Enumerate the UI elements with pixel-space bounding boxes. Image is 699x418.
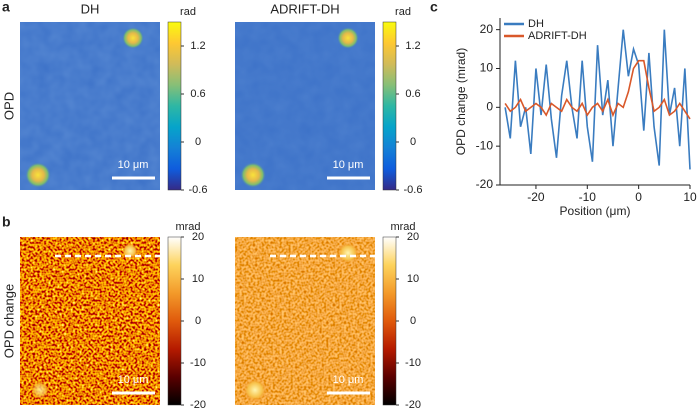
colorbar <box>167 236 182 406</box>
colorbar-tick-label: -20 <box>405 399 421 411</box>
row-label: OPD change <box>1 284 16 358</box>
colorbar-tick-label: -20 <box>190 399 206 411</box>
y-tick-label: 0 <box>486 99 493 113</box>
x-axis-label: Position (μm) <box>560 204 631 218</box>
row-label: OPD <box>1 92 16 120</box>
scale-bar-label: 10 μm <box>333 374 364 386</box>
colorbar <box>167 21 182 191</box>
scale-bar-label: 10 μm <box>118 374 149 386</box>
particle <box>31 381 49 399</box>
particle <box>240 162 266 188</box>
opd-change-image <box>20 237 160 405</box>
y-tick-label: -10 <box>476 138 494 152</box>
colorbar-tick-label: 0 <box>195 136 201 148</box>
colorbar-tick-label: 1.2 <box>190 40 205 52</box>
particle <box>243 378 267 402</box>
colorbar-tick-label: -0.6 <box>189 184 208 196</box>
colorbar-tick-label: 1.2 <box>405 40 420 52</box>
panel-a-images <box>20 22 375 190</box>
panel-label: a <box>2 0 10 15</box>
panel-label: b <box>2 214 11 230</box>
colorbar-tick-label: 0 <box>195 315 201 327</box>
particle <box>337 242 359 264</box>
y-tick-label: 10 <box>480 61 494 75</box>
x-tick-label: -10 <box>579 190 597 204</box>
panel-b-images <box>20 237 375 405</box>
scale-bar-label: 10 μm <box>118 159 149 171</box>
image-title: ADRIFT-DH <box>270 1 339 16</box>
colorbar-unit: mrad <box>175 221 200 233</box>
colorbar-tick-label: -0.6 <box>404 184 423 196</box>
colorbar-tick-label: 20 <box>407 231 419 243</box>
legend-label: ADRIFT-DH <box>528 30 587 42</box>
colorbar-tick-label: -10 <box>190 357 206 369</box>
particle <box>337 27 359 49</box>
opd-change-image <box>235 237 375 405</box>
colorbar-tick-label: 0 <box>410 136 416 148</box>
colorbar-tick-label: 10 <box>192 273 204 285</box>
colorbar <box>382 236 397 406</box>
particle <box>25 162 51 188</box>
colorbar-unit: mrad <box>390 221 415 233</box>
colorbar-unit: rad <box>395 6 411 18</box>
particle <box>122 27 144 49</box>
y-tick-label: -20 <box>476 177 494 191</box>
image-texture <box>20 22 160 190</box>
colorbar-tick-label: 20 <box>192 231 204 243</box>
x-tick-label: 0 <box>635 190 642 204</box>
image-title: DH <box>81 1 100 16</box>
colorbar-unit: rad <box>180 6 196 18</box>
colorbar <box>382 21 397 191</box>
colorbar-tick-label: -10 <box>405 357 421 369</box>
scale-bar-label: 10 μm <box>333 159 364 171</box>
y-tick-label: 20 <box>480 22 494 36</box>
x-tick-label: -20 <box>527 190 545 204</box>
x-tick-label: 10 <box>683 190 697 204</box>
data-line <box>504 29 691 170</box>
legend-label: DH <box>528 18 544 30</box>
colorbar-tick-label: 10 <box>407 273 419 285</box>
colorbar-tick-label: 0.6 <box>190 88 205 100</box>
data-line <box>504 59 691 120</box>
colorbar-tick-label: 0.6 <box>405 88 420 100</box>
colorbar-tick-label: 0 <box>410 315 416 327</box>
panel-label: c <box>430 0 438 15</box>
image-texture <box>235 22 375 190</box>
y-axis-label: OPD change (mrad) <box>454 48 468 155</box>
